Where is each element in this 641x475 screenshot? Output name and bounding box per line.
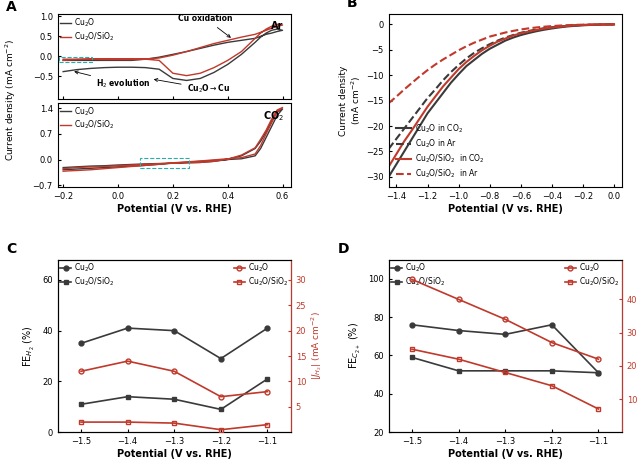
Text: Cu oxidation: Cu oxidation	[178, 14, 233, 37]
Y-axis label: FE$_{C_{2+}}$ (%): FE$_{C_{2+}}$ (%)	[347, 323, 363, 370]
Text: CO$_2$: CO$_2$	[263, 109, 284, 123]
Bar	[140, 158, 189, 168]
Y-axis label: Current density
(mA cm$^{-2}$): Current density (mA cm$^{-2}$)	[339, 66, 363, 136]
Legend: Cu$_2$O in CO$_2$, Cu$_2$O in Ar, Cu$_2$O/SiO$_2$  in CO$_2$, Cu$_2$O/SiO$_2$  i: Cu$_2$O in CO$_2$, Cu$_2$O in Ar, Cu$_2$…	[392, 119, 487, 183]
Text: Ar: Ar	[271, 21, 284, 31]
Legend: Cu$_2$O, Cu$_2$O/SiO$_2$: Cu$_2$O, Cu$_2$O/SiO$_2$	[60, 17, 115, 43]
X-axis label: Potential (V vs. RHE): Potential (V vs. RHE)	[117, 449, 231, 459]
Legend: Cu$_2$O, Cu$_2$O/SiO$_2$: Cu$_2$O, Cu$_2$O/SiO$_2$	[60, 262, 115, 288]
X-axis label: Potential (V vs. RHE): Potential (V vs. RHE)	[448, 449, 563, 459]
Legend: Cu$_2$O, Cu$_2$O/SiO$_2$: Cu$_2$O, Cu$_2$O/SiO$_2$	[233, 262, 288, 288]
X-axis label: Potential (V vs. RHE): Potential (V vs. RHE)	[448, 204, 563, 214]
Y-axis label: |$J_{H_2}$| (mA cm$^{-2}$): |$J_{H_2}$| (mA cm$^{-2}$)	[309, 312, 324, 380]
X-axis label: Potential (V vs. RHE): Potential (V vs. RHE)	[117, 204, 231, 214]
Text: C: C	[6, 242, 17, 256]
Text: B: B	[347, 0, 357, 10]
Text: Cu$_2$O$\rightarrow$Cu: Cu$_2$O$\rightarrow$Cu	[154, 78, 229, 95]
Text: A: A	[6, 0, 17, 14]
Y-axis label: FE$_{H_2}$ (%): FE$_{H_2}$ (%)	[22, 325, 37, 367]
Legend: Cu$_2$O, Cu$_2$O/SiO$_2$: Cu$_2$O, Cu$_2$O/SiO$_2$	[60, 105, 115, 131]
Text: Current density (mA cm$^{-2}$): Current density (mA cm$^{-2}$)	[3, 38, 17, 161]
Legend: Cu$_2$O, Cu$_2$O/SiO$_2$: Cu$_2$O, Cu$_2$O/SiO$_2$	[565, 262, 619, 288]
Legend: Cu$_2$O, Cu$_2$O/SiO$_2$: Cu$_2$O, Cu$_2$O/SiO$_2$	[391, 262, 446, 288]
Text: H$_2$ evolution: H$_2$ evolution	[75, 71, 151, 90]
Y-axis label: |$J_{C_{2+}}$| (mA cm$^{-2}$): |$J_{C_{2+}}$| (mA cm$^{-2}$)	[640, 309, 641, 383]
Text: D: D	[337, 242, 349, 256]
Bar	[59, 57, 92, 62]
